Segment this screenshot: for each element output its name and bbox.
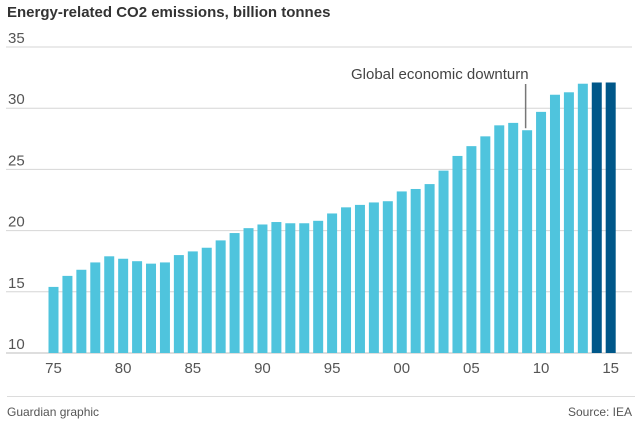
y-tick-label: 35	[8, 30, 25, 47]
x-tick-label: 90	[254, 360, 271, 377]
bar	[396, 191, 407, 353]
footer-credit: Guardian graphic	[7, 405, 100, 419]
x-tick-label: 85	[184, 360, 201, 377]
y-tick-label: 20	[8, 214, 25, 231]
bars	[48, 82, 616, 354]
bar	[118, 258, 129, 353]
x-tick-label: 75	[45, 360, 62, 377]
y-tick-label: 30	[8, 91, 25, 108]
bar	[299, 223, 310, 353]
bar	[452, 155, 463, 353]
x-tick-label: 10	[533, 360, 550, 377]
bar	[563, 92, 574, 354]
bar	[327, 213, 338, 353]
y-tick-label: 15	[8, 275, 25, 292]
bar	[104, 256, 115, 353]
bar	[522, 130, 533, 353]
bar	[382, 201, 393, 353]
bar	[480, 136, 491, 353]
bar	[76, 269, 87, 353]
bar	[159, 262, 170, 353]
bar	[410, 188, 421, 353]
bar	[508, 122, 519, 353]
bar	[605, 82, 616, 353]
bar	[577, 83, 588, 353]
bar	[438, 170, 449, 353]
y-tick-label: 25	[8, 152, 25, 169]
bar	[62, 275, 73, 353]
bar	[368, 202, 379, 353]
axis-labels: 10 15 20 25 30 35 75 80 85 90 95 00 05 10 15	[8, 30, 619, 377]
bar	[48, 286, 59, 353]
annotation-label: Global economic downturn	[351, 66, 529, 83]
bar	[549, 94, 560, 354]
bar	[341, 207, 352, 353]
annotations: Global economic downturn	[351, 66, 529, 129]
bar	[257, 224, 268, 353]
bar	[536, 111, 547, 353]
bar	[354, 204, 365, 353]
x-tick-label: 80	[115, 360, 132, 377]
bar	[146, 263, 157, 353]
bar	[424, 184, 435, 353]
x-tick-label: 95	[324, 360, 341, 377]
footer-source: Source: IEA	[567, 405, 632, 419]
bar	[271, 222, 282, 353]
bar	[313, 220, 324, 353]
bar	[173, 255, 184, 353]
bar	[494, 125, 505, 353]
bar	[229, 233, 240, 353]
footer-divider	[7, 396, 635, 397]
bar	[591, 82, 602, 353]
x-tick-label: 15	[602, 360, 619, 377]
bar	[187, 251, 198, 353]
x-tick-label: 05	[463, 360, 480, 377]
bar	[466, 146, 477, 353]
x-tick-label: 00	[393, 360, 410, 377]
bar	[132, 261, 143, 353]
bar	[215, 240, 226, 353]
bar	[243, 228, 254, 353]
chart-title: Energy-related CO2 emissions, billion to…	[7, 4, 331, 21]
bar	[90, 262, 101, 353]
bar	[201, 247, 212, 353]
bar	[285, 223, 296, 353]
y-tick-label: 10	[8, 336, 25, 353]
